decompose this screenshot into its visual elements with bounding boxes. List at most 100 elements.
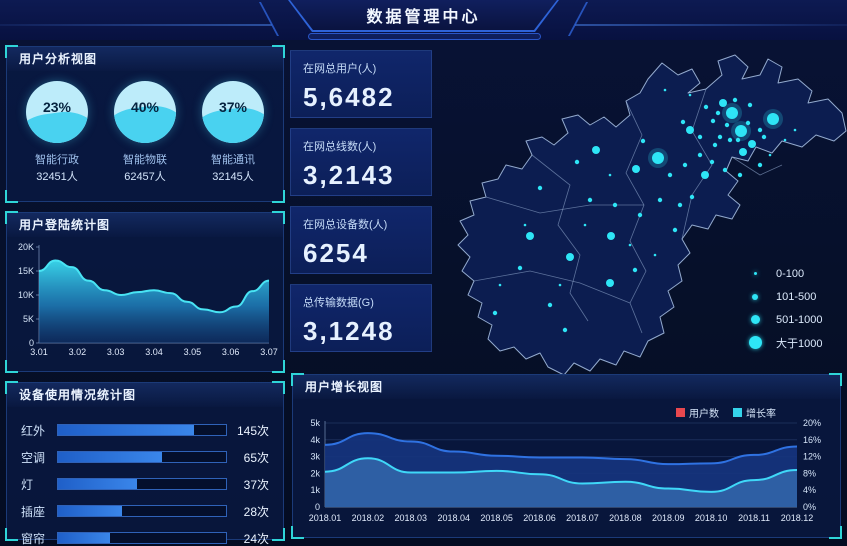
- map-point[interactable]: [712, 142, 718, 148]
- x-axis-tick: 2018.04: [437, 513, 470, 523]
- map-point[interactable]: [632, 165, 640, 173]
- panel-title-user-analysis: 用户分析视图: [7, 47, 283, 71]
- map-point[interactable]: [492, 310, 498, 316]
- map-point[interactable]: [745, 120, 751, 126]
- login-area: [39, 260, 269, 343]
- map-point[interactable]: [566, 253, 574, 261]
- map-legend-label: 0-100: [776, 267, 805, 280]
- map-point[interactable]: [632, 267, 638, 273]
- map-point[interactable]: [688, 93, 692, 97]
- bar-row-socket[interactable]: 插座 28次: [21, 502, 269, 520]
- map-point[interactable]: [663, 88, 667, 92]
- map-legend-row: 大于1000: [746, 331, 823, 354]
- map-legend-row: 501-1000: [746, 308, 823, 331]
- map-point[interactable]: [689, 194, 695, 200]
- header-line-left: [0, 24, 272, 26]
- map-point[interactable]: [547, 302, 553, 308]
- map-point[interactable]: [672, 227, 678, 233]
- bar-row-ac[interactable]: 空调 65次: [21, 448, 269, 466]
- region-map[interactable]: [430, 45, 847, 380]
- right-axis-tick: 12%: [803, 452, 821, 462]
- map-point[interactable]: [732, 97, 738, 103]
- map-point[interactable]: [686, 126, 694, 134]
- map-point[interactable]: [768, 153, 772, 157]
- map-point[interactable]: [737, 172, 743, 178]
- map-point[interactable]: [757, 162, 763, 168]
- map-point[interactable]: [653, 253, 657, 257]
- map-legend-label: 101-500: [776, 290, 817, 303]
- map-point[interactable]: [608, 173, 612, 177]
- bar-row-light[interactable]: 灯 37次: [21, 475, 269, 493]
- liquid-circle-iot[interactable]: 40% 智能物联 62457人: [104, 81, 186, 184]
- map-point[interactable]: [761, 134, 767, 140]
- legend-item-users[interactable]: 用户数: [676, 405, 719, 420]
- map-point[interactable]: [682, 162, 688, 168]
- map-point[interactable]: [680, 119, 686, 125]
- map-point[interactable]: [717, 134, 723, 140]
- map-point[interactable]: [612, 202, 618, 208]
- map-point[interactable]: [677, 202, 683, 208]
- bar-row-infrared[interactable]: 红外 145次: [21, 421, 269, 439]
- liquid-circle-comms[interactable]: 37% 智能通讯 32145人: [192, 81, 274, 184]
- map-point[interactable]: [757, 127, 763, 133]
- map-point[interactable]: [748, 140, 756, 148]
- map-point[interactable]: [652, 152, 664, 164]
- map-point[interactable]: [726, 107, 738, 119]
- circle-count: 32145人: [212, 171, 254, 183]
- map-point[interactable]: [607, 232, 615, 240]
- map-point[interactable]: [637, 212, 643, 218]
- stat-card-total-lines: 在网总线数(人) 3,2143: [290, 128, 432, 196]
- map-point[interactable]: [657, 197, 663, 203]
- bar-fill: [58, 506, 122, 516]
- liquid-circle-admin[interactable]: 23% 智能行政 32451人: [16, 81, 98, 184]
- map-point[interactable]: [793, 128, 797, 132]
- map-point[interactable]: [747, 102, 753, 108]
- title-banner-underline: [308, 33, 541, 40]
- map-point[interactable]: [592, 146, 600, 154]
- map-point[interactable]: [715, 110, 721, 116]
- map-point[interactable]: [727, 137, 733, 143]
- map-point[interactable]: [724, 122, 730, 128]
- map-point[interactable]: [587, 197, 593, 203]
- map-point[interactable]: [526, 232, 534, 240]
- map-point[interactable]: [640, 138, 646, 144]
- map-point[interactable]: [701, 171, 709, 179]
- login-area-chart[interactable]: 0 5K 10K 15K 20K 3.01 3.02 3.03 3.04 3.05 3.06 3.07: [11, 239, 279, 369]
- map-point[interactable]: [562, 327, 568, 333]
- map-point[interactable]: [710, 118, 716, 124]
- map-point[interactable]: [537, 185, 543, 191]
- map-point[interactable]: [783, 138, 787, 142]
- users-line: [324, 432, 798, 466]
- growth-area-chart[interactable]: 0 1k 2k 3k 4k 5k 0% 4% 8% 12% 16% 20% 2018.01 2018.02…: [297, 415, 836, 537]
- map-legend: 0-100 101-500 501-1000 大于1000: [746, 262, 823, 354]
- x-axis-tick: 2018.09: [652, 513, 685, 523]
- growth-rate-line: [324, 457, 798, 493]
- map-point[interactable]: [583, 223, 587, 227]
- map-point[interactable]: [667, 172, 673, 178]
- map-point[interactable]: [628, 243, 632, 247]
- x-axis-tick: 3.01: [30, 347, 48, 357]
- map-point[interactable]: [739, 148, 747, 156]
- map-point[interactable]: [523, 223, 527, 227]
- map-point[interactable]: [574, 159, 580, 165]
- bar-row-curtain[interactable]: 窗帘 24次: [21, 529, 269, 546]
- map-point[interactable]: [703, 104, 709, 110]
- map-point[interactable]: [606, 279, 614, 287]
- x-axis-tick: 2018.10: [695, 513, 728, 523]
- map-point[interactable]: [767, 113, 779, 125]
- map-point[interactable]: [517, 265, 523, 271]
- x-axis-tick: 2018.02: [352, 513, 385, 523]
- map-point[interactable]: [498, 283, 502, 287]
- map-point[interactable]: [697, 152, 703, 158]
- x-axis-tick: 3.02: [69, 347, 87, 357]
- map-point[interactable]: [697, 134, 703, 140]
- map-point[interactable]: [719, 99, 727, 107]
- map-point[interactable]: [709, 159, 715, 165]
- map-point[interactable]: [735, 125, 747, 137]
- map-point[interactable]: [722, 167, 728, 173]
- device-bar-chart: 红外 145次 空调 65次 灯 37次 插座 28次 窗帘: [7, 407, 283, 546]
- map-point[interactable]: [558, 283, 562, 287]
- map-point[interactable]: [735, 137, 741, 143]
- legend-item-growth-rate[interactable]: 增长率: [733, 405, 776, 420]
- bar-fill: [58, 425, 195, 435]
